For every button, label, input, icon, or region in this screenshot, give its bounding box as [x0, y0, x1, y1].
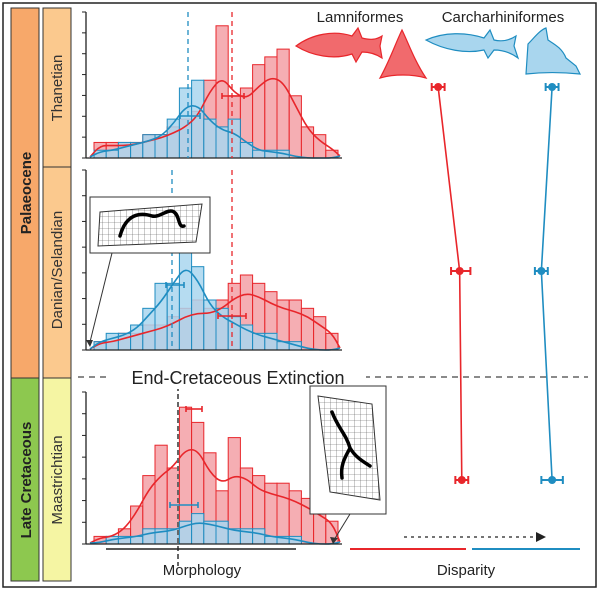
carcharhiniformes-disparity-point: [548, 476, 557, 484]
thanetian-histogram: [82, 11, 342, 159]
disparity-label: Disparity: [437, 562, 496, 579]
carcharhiniformes-disparity-point: [537, 267, 546, 275]
carcharhiniformes-bar: [203, 299, 217, 351]
morphospace-inset-lower: [309, 385, 387, 544]
carcharhiniformes-bar: [166, 282, 180, 351]
carcharhiniformes-density-curve: [89, 105, 341, 159]
disparity-arrowhead-icon: [536, 532, 546, 542]
late-cretaceous-band: [10, 377, 40, 582]
lamniformes-bar: [227, 437, 241, 545]
carcharhiniformes-tooth-icon: [525, 27, 582, 75]
carcharhiniformes-bar: [191, 266, 205, 351]
carcharhiniformes-bar: [215, 520, 229, 545]
disparity-plot: [430, 83, 564, 484]
carcharhiniformes-density-curve: [89, 522, 341, 545]
carcharhiniformes-bar: [130, 324, 144, 351]
era-late-cretaceous: Late Cretaceous: [18, 422, 35, 539]
lamniformes-disparity-point: [434, 83, 443, 91]
carcharhiniformes-bar: [252, 528, 266, 545]
palaeocene-band: [10, 7, 40, 379]
extinction-label-bg: [108, 365, 366, 389]
maastrichtian-band: [42, 377, 72, 582]
legend-lamniformes: Lamniformes: [317, 9, 404, 26]
danian-selandian-histogram: [82, 169, 342, 351]
lamniformes-density-curve: [89, 293, 341, 350]
lamniformes-disparity-point: [455, 267, 464, 275]
carcharhiniformes-bar: [166, 118, 180, 159]
lamniformes-bar: [264, 56, 278, 159]
stage-maastrichtian: Maastrichtian: [49, 435, 66, 524]
lamniformes-bar: [276, 48, 290, 159]
maastrichtian-histogram: [82, 386, 342, 566]
lamniformes-tooth-icon: [378, 28, 428, 80]
carcharhiniformes-bar: [264, 332, 278, 351]
carcharhiniformes-shark-icon: [424, 28, 520, 60]
carcharhiniformes-bar: [142, 134, 156, 159]
lamniformes-disparity-point: [457, 476, 466, 484]
lamniformes-bar: [252, 64, 266, 159]
lamniformes-density-curve: [89, 448, 341, 544]
legend-carcharhiniformes: Carcharhiniformes: [442, 9, 565, 26]
stage-danian-selandian: Danian/Selandian: [49, 211, 66, 329]
carcharhiniformes-density-curve: [89, 269, 341, 351]
carcharhiniformes-bar: [191, 513, 205, 545]
lamniformes-density-curve: [89, 77, 341, 158]
carcharhiniformes-bar: [239, 324, 254, 351]
carcharhiniformes-bar: [142, 528, 156, 545]
thanetian-band: [42, 7, 72, 168]
carcharhiniformes-disparity-point: [548, 83, 557, 91]
stage-thanetian: Thanetian: [49, 55, 66, 122]
extinction-label: End-Cretaceous Extinction: [131, 368, 344, 388]
morphospace-inset-upper: [86, 196, 211, 347]
carcharhiniformes-bar: [227, 118, 241, 159]
lamniformes-bar: [276, 482, 290, 545]
lamniformes-bar: [313, 134, 327, 159]
carcharhiniformes-bar: [203, 118, 217, 159]
morphology-label: Morphology: [163, 562, 242, 579]
lamniformes-shark-icon: [294, 26, 383, 64]
era-palaeocene: Palaeocene: [18, 152, 35, 235]
carcharhiniformes-bar: [154, 282, 168, 351]
